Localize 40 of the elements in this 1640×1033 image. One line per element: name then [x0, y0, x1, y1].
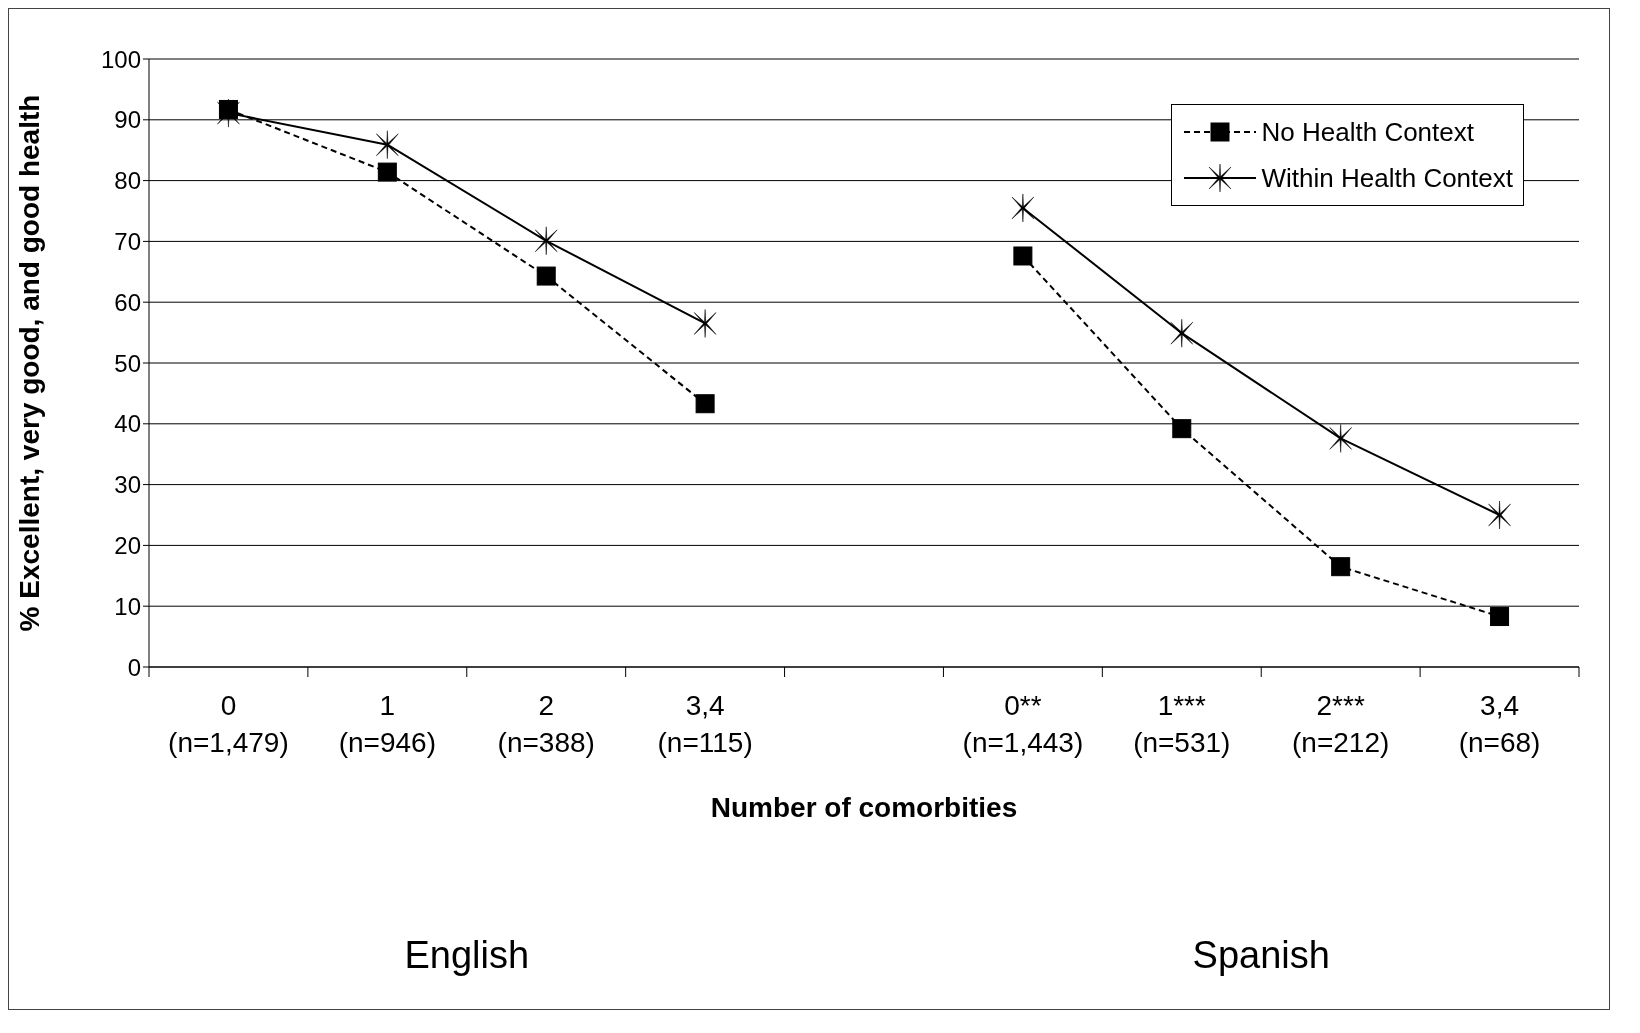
y-tick-label: 80	[114, 167, 141, 195]
x-axis-title: Number of comorbities	[710, 792, 1018, 823]
point	[1331, 557, 1351, 577]
x-tick-label: 0** (n=1,443)	[962, 690, 1084, 758]
y-tick-label: 70	[114, 227, 141, 255]
y-tick-label: 30	[114, 471, 141, 499]
y-tick-label: 100	[100, 45, 141, 73]
point	[1172, 419, 1192, 439]
x-tick-label: 1*** (n=531)	[1133, 690, 1231, 758]
x-tick-label: 0 (n=1,479)	[168, 690, 289, 758]
y-tick-label: 50	[114, 349, 141, 377]
point	[1170, 318, 1193, 348]
point	[693, 309, 717, 338]
x-tick-label: 2 (n=388)	[497, 690, 595, 758]
y-tick-label: 60	[114, 288, 141, 316]
legend-label: No Health Context	[1261, 116, 1474, 148]
y-tick-label: 0	[127, 653, 141, 681]
y-tick-label: 90	[114, 106, 141, 134]
y-tick-label: 20	[114, 531, 141, 559]
legend-label: Within Health Context	[1261, 162, 1513, 194]
point	[1488, 500, 1511, 530]
point	[1329, 424, 1352, 453]
point	[536, 266, 556, 286]
point	[1011, 193, 1035, 223]
y-tick-label: 40	[114, 410, 141, 438]
point	[376, 130, 399, 159]
point	[217, 98, 240, 128]
x-tick-label: 3,4 (n=115)	[657, 690, 753, 758]
x-tick-label: 1 (n=946)	[338, 690, 436, 758]
point	[1013, 246, 1033, 266]
y-tick-label: 10	[114, 592, 141, 620]
point	[535, 226, 558, 256]
x-tick-label: 2*** (n=212)	[1292, 690, 1390, 758]
x-tick-label: 3,4 (n=68)	[1458, 690, 1541, 758]
y-axis-title: % Excellent, very good, and good health	[13, 94, 45, 632]
text: Spanish	[1191, 934, 1331, 977]
point	[377, 162, 397, 182]
text: English	[403, 934, 531, 977]
point	[695, 394, 715, 414]
point	[1490, 607, 1510, 627]
